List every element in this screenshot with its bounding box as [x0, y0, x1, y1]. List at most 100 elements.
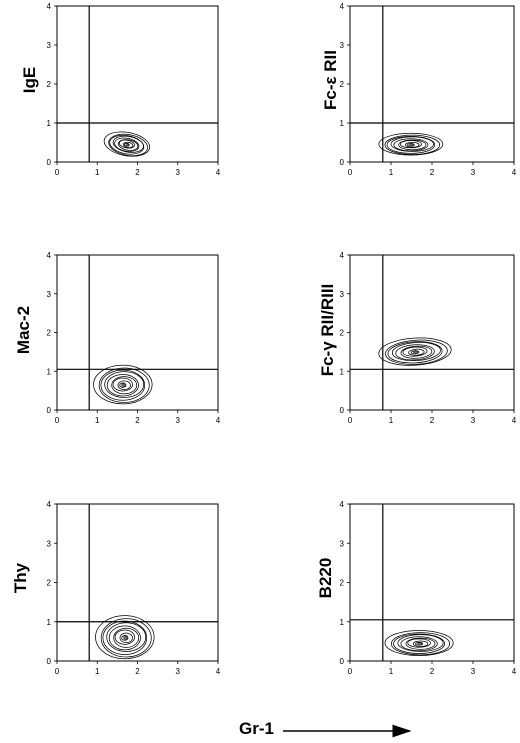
- x-tick-label: 2: [135, 416, 140, 425]
- x-tick-label: 0: [348, 168, 353, 177]
- contour-line: [108, 133, 148, 157]
- contour-core: [125, 143, 130, 146]
- contour-line: [108, 625, 141, 651]
- contour-line: [378, 337, 452, 366]
- contour-line: [395, 344, 435, 361]
- contour-line: [112, 135, 144, 153]
- x-tick-label: 0: [348, 416, 353, 425]
- contour-line: [114, 629, 135, 645]
- y-tick-label: 0: [340, 406, 345, 415]
- x-tick-label: 1: [95, 168, 100, 177]
- contour-line: [95, 615, 155, 660]
- contour-line: [400, 345, 433, 359]
- contour-core: [409, 143, 414, 146]
- x-tick-label: 0: [55, 667, 60, 676]
- contour-line: [109, 134, 145, 155]
- y-tick-label: 1: [47, 119, 52, 128]
- y-tick-label: 2: [340, 329, 345, 338]
- x-tick-label: 2: [430, 168, 435, 177]
- contour-line: [106, 622, 147, 652]
- x-tick-label: 3: [471, 667, 476, 676]
- contour-line: [386, 135, 436, 154]
- contour-core: [412, 350, 419, 354]
- x-tick-label: 3: [176, 667, 181, 676]
- y-tick-label: 2: [47, 579, 52, 588]
- x-tick-label: 2: [135, 667, 140, 676]
- contour-line: [117, 380, 131, 390]
- y-tick-label: 0: [47, 158, 52, 167]
- x-tick-label: 4: [216, 416, 221, 425]
- panel-5: 0 1 2 3 4 0 1 2 3 4: [47, 500, 221, 676]
- panel-6-ylabel: B220: [316, 557, 335, 599]
- contour-core: [123, 634, 128, 641]
- plot-frame: [56, 503, 219, 662]
- contour-line: [391, 342, 441, 362]
- x-tick-label: 1: [389, 416, 394, 425]
- x-axis-title: Gr-1: [239, 719, 274, 738]
- contour-line: [102, 620, 148, 656]
- x-tick-label: 4: [216, 168, 221, 177]
- y-tick-label: 4: [47, 500, 52, 509]
- x-tick-label: 0: [55, 416, 60, 425]
- y-tick-label: 2: [340, 80, 345, 89]
- y-tick-label: 4: [47, 2, 52, 11]
- contour-line: [111, 376, 138, 395]
- y-tick-label: 1: [340, 618, 345, 627]
- contour-core: [121, 382, 126, 388]
- y-tick-label: 2: [47, 329, 52, 338]
- x-tick-label: 3: [176, 168, 181, 177]
- y-tick-label: 1: [340, 119, 345, 128]
- y-tick-label: 4: [340, 251, 345, 260]
- contour-line: [405, 637, 436, 650]
- x-tick-label: 4: [512, 416, 517, 425]
- panel-1-ylabel: IgE: [20, 66, 39, 94]
- x-tick-label: 2: [430, 416, 435, 425]
- contour-line: [112, 377, 133, 392]
- contour-line: [390, 632, 451, 656]
- x-tick-label: 1: [389, 667, 394, 676]
- y-tick-label: 1: [47, 367, 52, 376]
- contour-line: [412, 640, 429, 647]
- contour-line: [385, 339, 448, 365]
- y-tick-label: 0: [47, 657, 52, 666]
- panel-6: 0 1 2 3 4 0 1 2 3 4: [340, 500, 517, 676]
- contour-line: [119, 632, 133, 644]
- contour-line: [103, 131, 151, 157]
- y-tick-label: 3: [47, 539, 52, 548]
- contour-line: [393, 138, 429, 152]
- contour-line: [384, 630, 454, 656]
- contour-line: [399, 140, 422, 149]
- contour-line: [393, 633, 445, 654]
- y-tick-label: 2: [340, 579, 345, 588]
- x-tick-label: 2: [430, 667, 435, 676]
- x-tick-label: 3: [471, 416, 476, 425]
- x-tick-label: 4: [216, 667, 221, 676]
- contour-line: [408, 348, 425, 356]
- y-tick-label: 2: [47, 80, 52, 89]
- contour-line: [100, 369, 146, 401]
- y-tick-label: 3: [47, 290, 52, 299]
- panel-4: 0 1 2 3 4 0 1 2 3 4: [340, 251, 517, 425]
- contour-line: [400, 636, 438, 652]
- plot-frame: [349, 254, 515, 411]
- x-tick-label: 3: [471, 168, 476, 177]
- y-tick-label: 0: [340, 657, 345, 666]
- contour-line: [113, 627, 140, 648]
- contour-line: [118, 139, 135, 149]
- panel-2: 0 1 2 3 4 0 1 2 3 4: [340, 2, 517, 177]
- contour-line: [384, 134, 441, 155]
- contour-line: [106, 374, 139, 397]
- y-tick-label: 4: [47, 251, 52, 260]
- panel-4-ylabel: Fc-γ RII/RIII: [318, 283, 337, 377]
- x-tick-label: 1: [95, 667, 100, 676]
- contour-line: [93, 364, 153, 405]
- contour-line: [98, 367, 150, 403]
- contour-line: [387, 341, 443, 364]
- contour-line: [407, 638, 431, 648]
- contour-line: [398, 139, 427, 151]
- x-tick-label: 4: [512, 168, 517, 177]
- contour-line: [118, 139, 139, 151]
- y-tick-label: 0: [340, 158, 345, 167]
- contour-core: [417, 641, 423, 645]
